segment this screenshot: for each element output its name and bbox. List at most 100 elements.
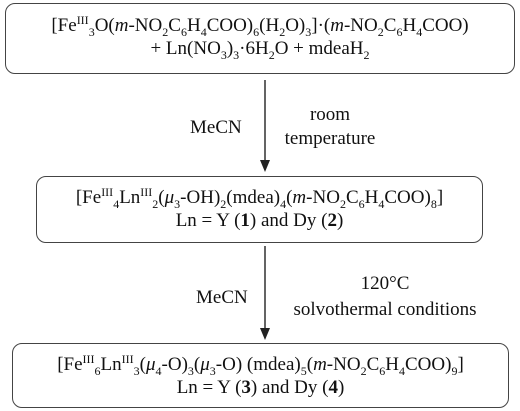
formula-text: -OH) [180, 187, 221, 208]
subscript: 3 [233, 48, 240, 62]
final-product-box: [FeIII6LnIII3(μ4-O)3(μ3-O) (mdea)5(m-NO2… [12, 343, 509, 408]
step2-condition-line2: solvothermal conditions [293, 299, 477, 320]
step2-solvent-label: MeCN [196, 287, 248, 308]
formula-text: C [366, 354, 380, 375]
formula-text: -NO [306, 187, 340, 208]
subscript: 3 [174, 197, 181, 211]
formula-text: COO) [422, 15, 469, 36]
subscript: 2 [339, 197, 346, 211]
formula-text: ·6H [239, 38, 269, 59]
formula-text: [Fe [51, 15, 77, 36]
step1-condition-line1: room [309, 104, 351, 125]
formula-text: C [345, 187, 359, 208]
subscript: 4 [113, 197, 120, 211]
compound-number: 4 [328, 377, 338, 398]
final-formula-line1: [FeIII6LnIII3(μ4-O)3(μ3-O) (mdea)5(m-NO2… [13, 352, 508, 378]
italic-prefix: m [330, 15, 344, 36]
subscript: 4 [399, 364, 405, 378]
formula-text: ] [436, 187, 444, 208]
subscript: 5 [300, 364, 307, 378]
subscript: 3 [88, 25, 95, 39]
intermediate-compound-label: Ln = Y (1) and Dy (2) [37, 209, 482, 232]
formula-text: ( [193, 354, 201, 375]
formula-text: O + mdeaH [274, 38, 364, 59]
subscript: 6 [94, 364, 101, 378]
formula-text: -O) (mdea) [215, 354, 301, 375]
oxidation-state-superscript: III [101, 185, 114, 199]
formula-text: ( [158, 187, 165, 208]
formula-text: ( [306, 354, 314, 375]
formula-text: Ln [119, 187, 141, 208]
subscript: 2 [360, 364, 367, 378]
subscript: 4 [280, 197, 287, 211]
formula-text: H [402, 15, 417, 36]
formula-text: ( [286, 187, 293, 208]
subscript: 3 [220, 48, 227, 62]
formula-text: ) [336, 210, 344, 231]
step2-condition-line1: 120°C [360, 273, 410, 294]
subscript: 6 [253, 25, 260, 39]
formula-text: -NO [343, 15, 378, 36]
formula-text: ]·( [311, 15, 331, 36]
formula-text: Ln [100, 354, 122, 375]
formula-text: C [168, 15, 181, 36]
formula-text: + Ln(NO [150, 38, 221, 59]
formula-text: COO) [405, 354, 452, 375]
subscript: 8 [430, 197, 437, 211]
italic-mu: μ [164, 187, 175, 208]
subscript: 3 [305, 25, 312, 39]
arrow-head [260, 160, 270, 172]
subscript: 6 [396, 25, 403, 39]
formula-text: ) and Dy ( [250, 377, 329, 398]
formula-text: Ln = Y ( [176, 377, 242, 398]
formula-text: ) [337, 377, 345, 398]
italic-prefix: m [292, 187, 307, 208]
subscript: 2 [162, 25, 169, 39]
subscript: 6 [180, 25, 187, 39]
formula-text: [Fe [57, 354, 83, 375]
final-compound-label: Ln = Y (3) and Dy (4) [13, 376, 508, 399]
subscript: 3 [187, 364, 194, 378]
italic-mu: μ [145, 354, 156, 375]
subscript: 6 [358, 197, 365, 211]
oxidation-state-superscript: III [140, 185, 153, 199]
formula-text: H [364, 187, 379, 208]
formula-text: ( [139, 354, 146, 375]
formula-text: (H [259, 15, 280, 36]
starting-materials-formula-line2: + Ln(NO3)3·6H2O + mdeaH2 [6, 37, 514, 62]
formula-text: O) [285, 15, 306, 36]
subscript: 2 [363, 48, 370, 62]
formula-text: C [383, 15, 397, 36]
formula-text: ) and Dy ( [249, 210, 328, 231]
italic-prefix: m [114, 15, 129, 36]
intermediate-product-box: [FeIII4LnIII2(μ3-OH)2(mdea)4(m-NO2C6H4CO… [36, 176, 483, 243]
formula-text: -O) [161, 354, 188, 375]
step1-solvent-label: MeCN [190, 117, 242, 138]
subscript: 2 [220, 197, 227, 211]
compound-number: 1 [240, 210, 250, 231]
formula-text: (mdea) [226, 187, 281, 208]
subscript: 9 [451, 364, 458, 378]
subscript: 2 [152, 197, 159, 211]
step1-condition-line2: temperature [284, 128, 376, 149]
reaction-arrow-2 [260, 246, 270, 340]
subscript: 2 [279, 25, 286, 39]
formula-text: H [186, 15, 201, 36]
subscript: 4 [155, 364, 162, 378]
italic-prefix: m [313, 354, 327, 375]
formula-text: O( [94, 15, 115, 36]
arrow-head [260, 328, 270, 340]
compound-number: 3 [241, 377, 251, 398]
oxidation-state-superscript: III [121, 352, 134, 366]
formula-text: [Fe [75, 187, 102, 208]
starting-materials-formula-line1: [FeIII3O(m-NO2C6H4COO)6(H2O)3]·(m-NO2C6H… [6, 14, 514, 39]
compound-number: 2 [327, 210, 337, 231]
formula-text: COO) [206, 15, 254, 36]
subscript: 6 [379, 364, 386, 378]
subscript: 3 [209, 364, 216, 378]
formula-text: COO) [384, 187, 431, 208]
italic-mu: μ [200, 354, 210, 375]
reaction-arrow-1 [260, 80, 270, 172]
starting-materials-box: [FeIII3O(m-NO2C6H4COO)6(H2O)3]·(m-NO2C6H… [5, 3, 515, 74]
formula-text: Ln = Y ( [175, 210, 241, 231]
